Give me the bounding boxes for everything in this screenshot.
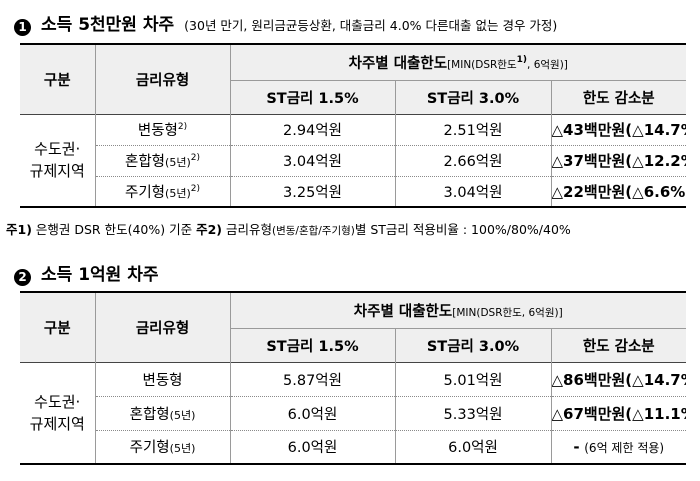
footnote-label-2: 주2) [196,222,222,237]
section1-condition: (30년 만기, 원리금균등상환, 대출금리 4.0% 다른대출 없는 경우 가… [184,18,558,33]
reduction-value: △22백만원(△6.6%) [550,176,687,207]
footnote-text-2b: (변동/혼합/주기형) [271,225,355,237]
table-row: 주기형(5년) 6.0억원 6.0억원 - (6억 제한 적용) [20,430,686,464]
st15-value: 2.94억원 [229,114,395,145]
reduction-value: △43백만원(△14.7%) [550,114,687,145]
rate-type-sub: (5년) [169,442,196,456]
header-rate-type: 금리유형 [94,292,230,362]
table-row: 주기형(5년)2) 3.25억원 3.04억원 △22백만원(△6.6%) [20,176,687,207]
header-rate-type: 금리유형 [94,44,230,114]
rate-type-label: 혼합형 [125,154,166,170]
reduction-value: - [573,437,580,456]
rate-type-sup: 2) [190,183,200,194]
rate-type-cell: 변동형2) [94,114,230,145]
region-line1: 수도권· [34,140,81,159]
header-limit-main: 차주별 대출한도 [353,303,453,320]
rate-type-sub: (5년) [165,156,191,169]
footnote: 주1) 은행권 DSR 한도(40%) 기준 주2) 금리유형(변동/혼합/주기… [6,219,571,238]
header-st15: ST금리 1.5% [229,327,395,362]
st15-value: 5.87억원 [229,362,395,396]
header-st30: ST금리 3.0% [394,79,551,114]
reduction-note: (6억 제한 적용) [584,440,665,455]
section1-heading: 소득 5천만원 차주 [41,15,175,35]
footnote-text-2a: 금리유형 [222,222,272,237]
table-row: 혼합형(5년) 6.0억원 5.33억원 △67백만원(△11.1%) [20,396,686,430]
table-row: 수도권· 규제지역 변동형 5.87억원 5.01억원 △86백만원(△14.7… [20,362,686,433]
header-limit-main: 차주별 대출한도 [348,55,448,72]
section2-heading: 소득 1억원 차주 [41,265,159,285]
table-income-100m: 구분 금리유형 차주별 대출한도[MIN(DSR한도, 6억원)] ST금리 1… [20,291,686,465]
header-category: 구분 [20,292,95,362]
st15-value: 3.04억원 [229,145,395,176]
section1-title: 1 소득 5천만원 차주 (30년 만기, 원리금균등상환, 대출금리 4.0%… [14,10,558,36]
st15-value: 3.25억원 [229,176,395,207]
rate-type-sup: 2) [190,153,200,164]
st30-value: 6.0억원 [394,430,551,464]
rate-type-sup: 2) [177,122,188,133]
footnote-text-2c: 별 ST금리 적용비율 : 100%/80%/40% [354,222,571,237]
table-row: 수도권· 규제지역 변동형2) 2.94억원 2.51억원 △43백만원(△14… [20,114,687,180]
region-cell: 수도권· 규제지역 [20,114,95,207]
header-limit: 차주별 대출한도[MIN(DSR한도1), 6억원)] [229,44,687,80]
rate-type-label: 주기형 [125,184,166,201]
rate-type-label: 변동형 [137,123,178,139]
table-row: 혼합형(5년)2) 3.04억원 2.66억원 △37백만원(△12.2%) [20,145,687,176]
footnote-label-1: 주1) [6,222,32,237]
region-line2: 규제지역 [29,162,85,181]
section1-number-badge: 1 [14,19,31,36]
reduction-value: △37백만원(△12.2%) [550,145,687,176]
header-reduction: 한도 감소분 [550,327,686,362]
rate-type-cell: 변동형 [94,362,230,396]
rate-type-sub: (5년) [169,408,196,422]
header-reduction: 한도 감소분 [550,79,687,114]
reduction-value: △67백만원(△11.1%) [550,396,686,430]
reduction-value: △86백만원(△14.7%) [550,362,686,396]
section2-number-badge: 2 [14,269,31,286]
region-cell: 수도권· 규제지역 [20,362,95,464]
rate-type-cell: 주기형(5년) [94,430,230,464]
st30-value: 2.66억원 [394,145,551,176]
header-limit-note-post: , 6억원)] [527,58,568,71]
rate-type-cell: 혼합형(5년)2) [94,145,230,176]
rate-type-label: 주기형 [129,440,170,457]
table-income-50m: 구분 금리유형 차주별 대출한도[MIN(DSR한도1), 6억원)] ST금리… [20,43,687,208]
rate-type-sub: (5년) [165,186,191,200]
st30-value: 5.33억원 [394,396,551,430]
header-limit-note: [MIN(DSR한도, 6억원)] [452,306,563,319]
rate-type-cell: 혼합형(5년) [94,396,230,430]
st30-value: 5.01억원 [394,362,551,396]
header-limit-note-pre: [MIN(DSR한도 [447,58,517,71]
header-limit-note-sup: 1) [516,54,528,65]
header-limit: 차주별 대출한도[MIN(DSR한도, 6억원)] [229,292,686,328]
header-st15: ST금리 1.5% [229,79,395,114]
rate-type-label: 혼합형 [129,406,170,423]
footnote-text-1: 은행권 DSR 한도(40%) 기준 [31,222,197,237]
region-line1: 수도권· [34,392,81,411]
header-st30: ST금리 3.0% [394,327,551,362]
st15-value: 6.0억원 [229,396,395,430]
header-category: 구분 [20,44,95,114]
rate-type-label: 변동형 [142,372,183,389]
st15-value: 6.0억원 [229,430,395,464]
section2-title: 2 소득 1억원 차주 [14,260,159,286]
st30-value: 3.04억원 [394,176,551,207]
st30-value: 2.51억원 [394,114,551,145]
region-line2: 규제지역 [29,414,85,433]
reduction-cell: - (6억 제한 적용) [550,430,686,464]
rate-type-cell: 주기형(5년)2) [94,176,230,207]
